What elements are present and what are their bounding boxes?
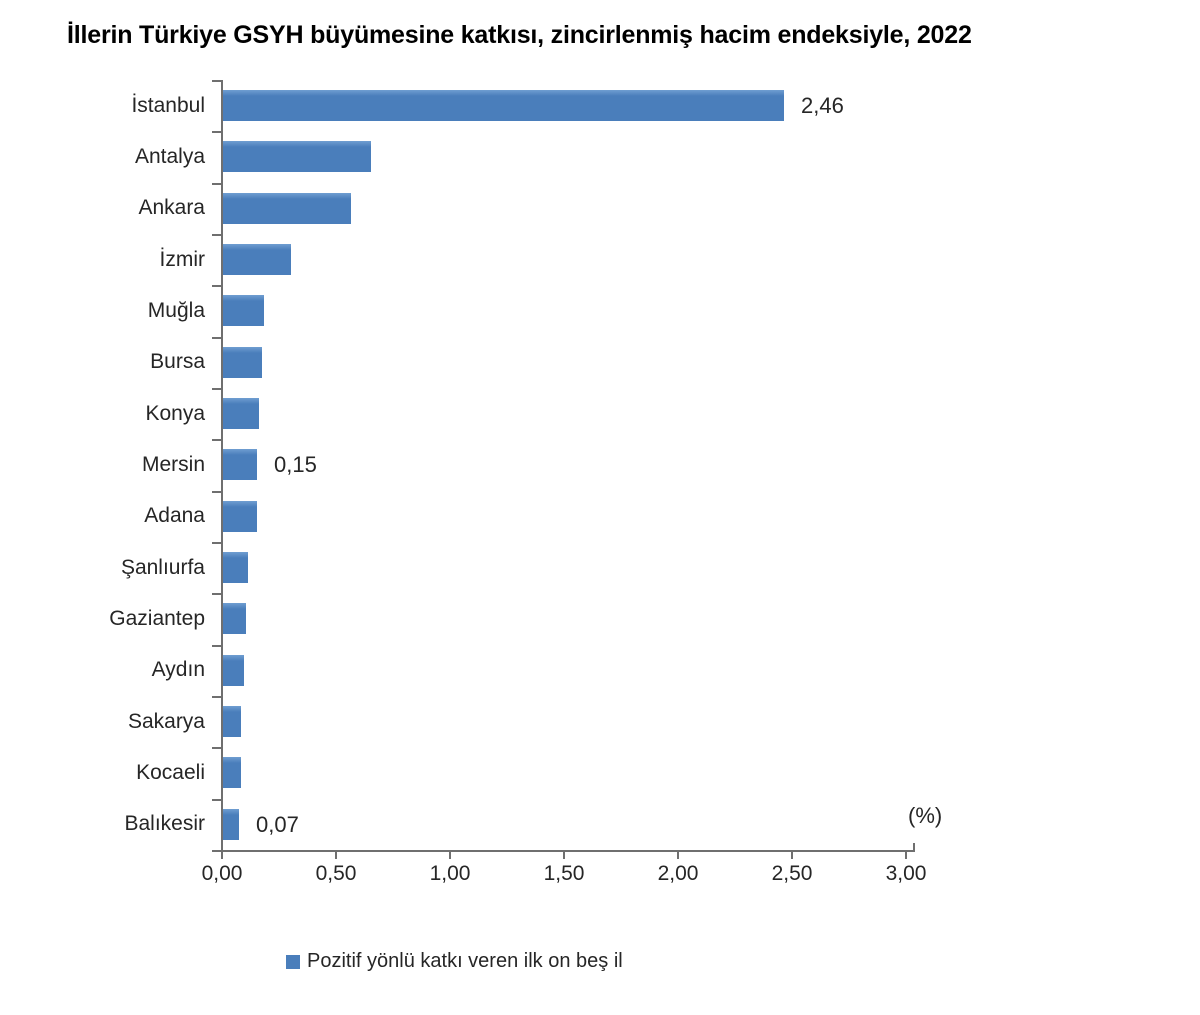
bar-row [223,593,913,644]
bar [223,141,371,173]
x-axis-tick [449,852,451,859]
x-axis-tick-label: 0,50 [315,862,357,885]
bar [223,449,257,481]
y-axis-tick [212,645,221,647]
bar [223,295,264,327]
bar [223,603,246,635]
y-axis-tick [212,799,221,801]
bar-row [223,388,913,439]
x-axis-tick-label: 3,00 [885,862,927,885]
legend-marker-icon [286,954,300,969]
category-label: Antalya [134,144,205,168]
x-axis-line [221,850,915,852]
category-label: Muğla [147,298,205,322]
bar [223,757,241,789]
y-axis-tick [212,439,221,441]
x-axis-ticks [221,852,914,860]
bar-value-label: 2,46 [801,93,844,118]
x-axis-tick [221,852,223,859]
y-axis-tick [212,183,221,185]
category-label: Bursa [150,350,205,374]
x-axis-tick [791,852,793,859]
x-axis-tick [905,852,907,859]
legend: Pozitif yönlü katkı veren ilk on beş il [286,950,623,973]
y-axis-tick [212,80,221,82]
x-axis-tick-label: 0,00 [201,862,243,885]
x-axis-tick-label: 2,00 [657,862,699,885]
y-axis-tick [212,491,221,493]
bar-row: 0,07 [223,799,913,850]
bar [223,705,241,737]
category-label: İstanbul [131,93,205,117]
x-axis-end-tick [913,843,915,852]
bar-row [223,337,913,388]
x-axis-tick-label: 1,50 [543,862,585,885]
category-label: Konya [145,401,205,425]
bar [223,192,351,224]
category-label: Sakarya [127,709,205,733]
bar-row: 2,46 [223,80,913,131]
bar [223,551,248,583]
y-axis-tick [212,696,221,698]
bar-row [223,542,913,593]
category-label: Şanlıurfa [120,555,205,579]
bar-row [223,234,913,285]
x-axis-tick-labels: 0,00 0,50 1,00 1,50 2,00 2,50 3,00 [202,862,927,888]
category-label: Adana [144,504,205,528]
category-label: Gaziantep [109,606,205,630]
x-axis-tick [677,852,679,859]
legend-label: Pozitif yönlü katkı veren ilk on beş il [307,950,623,972]
bar [223,90,784,121]
bar-row [223,645,913,696]
plot-area: 2,46 0,15 0,07 [221,80,913,850]
y-axis-ticks [212,80,221,852]
bar-row [223,131,913,182]
y-axis-tick [212,747,221,749]
bar-value-label: 0,15 [274,452,317,478]
x-axis-tick-label: 1,00 [429,862,471,885]
bar [223,808,239,840]
bar-row [223,491,913,542]
category-axis: İstanbul Antalya Ankara İzmir Muğla Bursa Kony… [0,80,205,850]
category-label: Kocaeli [136,760,205,784]
bar-row: 0,15 [223,439,913,490]
bar [223,654,244,686]
bar-row [223,285,913,336]
bar-row [223,183,913,234]
x-axis-tick [335,852,337,859]
y-axis-tick [212,388,221,390]
bar [223,346,262,378]
bar [223,397,259,429]
category-label: Balıkesir [124,812,205,836]
category-label: Aydın [151,658,205,682]
y-axis-tick [212,285,221,287]
bar-value-label: 0,07 [256,811,299,837]
category-label: İzmir [159,247,206,271]
bar-row [223,747,913,798]
y-axis-tick [212,850,221,852]
chart-title: İllerin Türkiye GSYH büyümesine katkısı,… [67,21,972,49]
bar [223,500,257,532]
x-axis-tick [563,852,565,859]
category-label: Mersin [141,452,205,476]
bar-row [223,696,913,747]
x-axis-tick-label: 2,50 [771,862,813,885]
category-label: Ankara [138,196,205,220]
y-axis-tick [212,542,221,544]
y-axis-tick [212,593,221,595]
bar [223,243,291,275]
unit-label: (%) [908,803,943,828]
y-axis-tick [212,131,221,133]
y-axis-tick [212,234,221,236]
y-axis-tick [212,337,221,339]
